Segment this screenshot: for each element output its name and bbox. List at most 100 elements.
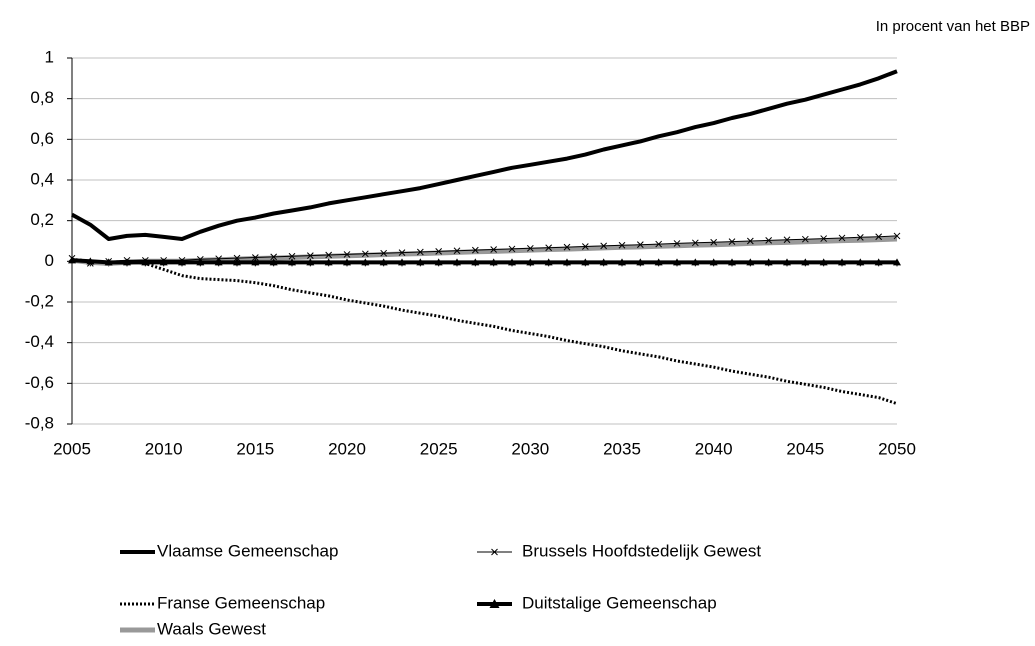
legend-marker <box>489 599 500 608</box>
series-line <box>71 235 898 264</box>
y-tick-label: -0,8 <box>25 413 54 432</box>
marker <box>581 258 590 266</box>
marker <box>636 258 645 266</box>
marker <box>306 258 315 266</box>
marker <box>251 254 259 261</box>
marker <box>490 246 498 253</box>
x-tick-label: 2035 <box>603 439 641 458</box>
marker <box>710 238 718 246</box>
y-tick-label: -0,6 <box>25 373 54 392</box>
marker <box>251 258 260 266</box>
marker <box>178 258 186 266</box>
marker <box>709 258 718 266</box>
series-line <box>71 236 898 266</box>
marker <box>416 258 425 266</box>
marker <box>86 257 95 265</box>
marker <box>875 233 883 241</box>
marker <box>324 258 333 266</box>
marker <box>489 258 498 266</box>
marker <box>728 258 736 266</box>
marker <box>104 258 113 266</box>
x-tick-label: 2030 <box>511 439 549 458</box>
marker <box>581 243 589 250</box>
marker <box>68 256 76 264</box>
marker <box>269 258 278 266</box>
marker <box>398 249 406 256</box>
marker <box>655 240 663 248</box>
marker <box>288 252 296 260</box>
marker <box>801 235 809 243</box>
y-tick-label: 0,2 <box>30 210 54 229</box>
marker <box>416 248 424 256</box>
marker <box>453 258 461 266</box>
marker <box>526 244 534 252</box>
marker <box>856 233 864 241</box>
marker <box>618 258 626 266</box>
x-tick-label: 2020 <box>328 439 366 458</box>
series-line <box>71 258 897 265</box>
marker <box>361 250 369 258</box>
marker <box>325 251 333 259</box>
marker <box>636 241 644 249</box>
marker <box>214 258 223 266</box>
legend-label: Duitstalige Gemeenschap <box>522 593 717 612</box>
marker <box>838 258 846 266</box>
x-tick-label: 2010 <box>145 439 183 458</box>
legend-marker <box>491 548 498 556</box>
marker <box>691 258 700 266</box>
y-tick-label: 0,4 <box>30 169 54 188</box>
marker <box>874 258 883 266</box>
marker <box>691 239 699 247</box>
x-tick-label: 2040 <box>695 439 733 458</box>
marker <box>819 258 828 266</box>
marker <box>893 258 901 266</box>
marker <box>746 258 755 266</box>
marker <box>783 236 791 244</box>
legend-label: Waals Gewest <box>157 619 266 638</box>
marker <box>270 253 278 261</box>
marker <box>306 252 314 259</box>
marker <box>343 251 351 258</box>
marker <box>196 258 205 266</box>
y-tick-label: 0 <box>45 251 54 270</box>
marker <box>435 248 443 255</box>
x-tick-label: 2050 <box>878 439 916 458</box>
marker <box>728 238 736 245</box>
marker <box>343 258 351 266</box>
series-line <box>71 69 898 241</box>
marker <box>801 258 810 266</box>
marker <box>123 258 131 266</box>
marker <box>526 258 535 266</box>
x-tick-label: 2005 <box>53 439 91 458</box>
y-tick-label: 0,6 <box>30 129 54 148</box>
y-tick-label: -0,4 <box>25 332 54 351</box>
marker <box>654 258 663 266</box>
marker <box>820 235 828 242</box>
marker <box>893 232 901 240</box>
unit-note: In procent van het BBP <box>876 18 1030 35</box>
marker <box>233 254 241 262</box>
marker <box>783 258 791 266</box>
marker <box>379 258 388 266</box>
marker <box>361 258 370 266</box>
marker <box>856 258 865 266</box>
marker <box>233 258 241 266</box>
marker <box>453 247 461 255</box>
marker <box>618 241 626 249</box>
marker <box>288 258 296 266</box>
y-tick-label: -0,2 <box>25 291 54 310</box>
series-line <box>71 257 898 406</box>
marker <box>508 258 516 266</box>
marker <box>471 258 480 266</box>
marker <box>765 237 773 244</box>
marker <box>141 258 150 266</box>
marker <box>544 258 553 266</box>
marker <box>673 258 681 266</box>
marker <box>159 258 168 266</box>
marker <box>673 240 681 247</box>
y-tick-label: 0,8 <box>30 88 54 107</box>
marker <box>838 234 846 242</box>
marker <box>380 249 388 257</box>
